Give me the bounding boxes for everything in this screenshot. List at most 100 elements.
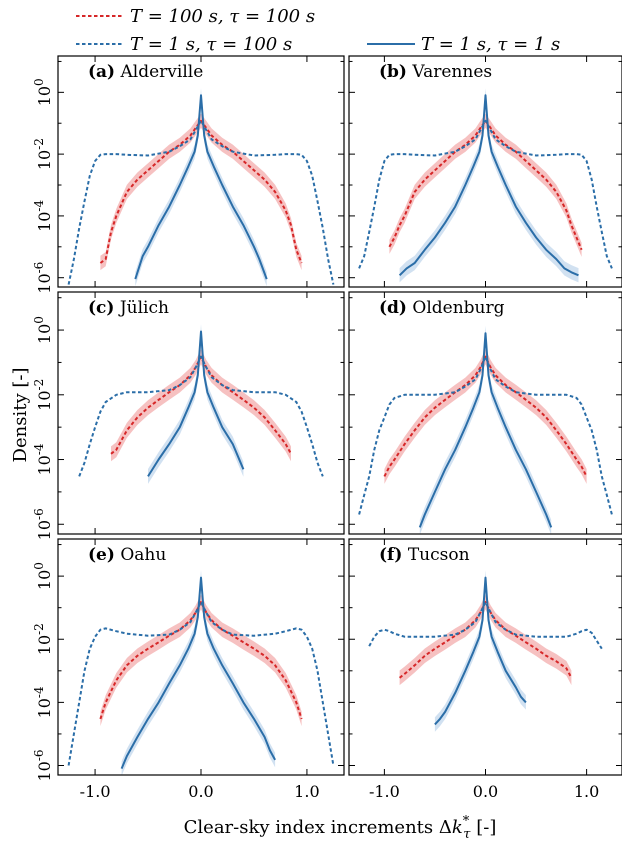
- panel-tag: (a): [88, 62, 115, 82]
- legend: T = 100 s, τ = 100 s T = 1 s, τ = 100 s T …: [76, 6, 560, 55]
- x-tick-label: 0.0: [188, 782, 213, 801]
- y-tick-base: 10: [35, 570, 54, 590]
- series-line-red-dash: [99, 601, 303, 720]
- series-line-blue-dash: [358, 355, 613, 515]
- y-tick-label: 10-2: [32, 138, 54, 170]
- y-tick-label: 10-4: [32, 686, 54, 718]
- series-line-blue-solid: [120, 576, 276, 769]
- plot-area: [358, 88, 613, 283]
- panel-name: Varennes: [411, 62, 492, 82]
- y-tick-exponent: -2: [32, 138, 46, 150]
- panel-oldenburg: (d) Oldenburg: [348, 291, 622, 535]
- legend-label: T = 1 s, τ = 100 s: [130, 34, 292, 55]
- panel-name: Alderville: [120, 62, 204, 82]
- series-line-red-dash: [383, 355, 588, 477]
- panel-name: Oldenburg: [412, 298, 504, 318]
- panel-tag: (e): [88, 545, 115, 565]
- panel-tag: (d): [379, 298, 407, 318]
- y-tick-base: 10: [35, 150, 54, 170]
- series-line-red-dash: [99, 119, 303, 264]
- y-tick-base: 10: [35, 455, 54, 475]
- panel-tucson: -1.0 0.0 1.0 (f) Tucson: [348, 538, 622, 801]
- y-tick-base: 10: [35, 520, 54, 540]
- series-line-blue-solid: [418, 332, 553, 528]
- y-tick-label: 10-4: [32, 443, 54, 475]
- uncertainty-band: [384, 349, 587, 484]
- series-line-blue-solid: [147, 330, 245, 477]
- x-tick-label: 1.0: [294, 782, 319, 801]
- y-tick-exponent: 0: [32, 78, 46, 86]
- y-tick-base: 10: [35, 635, 54, 655]
- y-tick-label: 10-6: [32, 508, 54, 540]
- panel-name: Tucson: [408, 545, 470, 565]
- y-tick-base: 10: [35, 212, 54, 232]
- series-line-blue-dash: [358, 119, 613, 269]
- y-tick-label: 10-2: [32, 623, 54, 655]
- y-tick-exponent: -6: [32, 749, 46, 761]
- uncertainty-band: [389, 113, 582, 257]
- plot-area: [67, 88, 335, 287]
- panel-name: Oahu: [120, 545, 166, 565]
- y-tick-label: 10-6: [32, 262, 54, 294]
- series-line-blue-dash: [67, 601, 335, 766]
- plot-area: [78, 324, 324, 484]
- x-tick-label: -1.0: [369, 782, 400, 801]
- y-tick-label: 100: [32, 316, 54, 344]
- panel-title: (e) Oahu: [88, 545, 166, 565]
- legend-label: T = 100 s, τ = 100 s: [130, 6, 315, 27]
- series-line-blue-dash: [78, 355, 324, 477]
- y-tick-label: 100: [32, 562, 54, 590]
- plot-area: [368, 570, 603, 732]
- series-line-blue-dash: [368, 601, 603, 650]
- y-tick-exponent: -2: [32, 379, 46, 391]
- x-tick-label: -1.0: [80, 782, 111, 801]
- series-line-blue-solid: [434, 576, 527, 726]
- panel-tag: (f): [379, 545, 402, 565]
- y-tick-exponent: -4: [32, 686, 46, 698]
- series-line-blue-solid: [134, 94, 268, 280]
- uncertainty-band: [148, 324, 244, 484]
- y-tick-label: 10-4: [32, 200, 54, 232]
- panel-tag: (b): [379, 62, 407, 82]
- series-line-blue-solid: [398, 94, 579, 277]
- uncertainty-band: [434, 570, 526, 732]
- series-line-red-dash: [398, 601, 573, 679]
- uncertainty-band: [100, 113, 302, 271]
- y-tick-exponent: -4: [32, 200, 46, 212]
- y-tick-label: 10-6: [32, 749, 54, 781]
- y-tick-label: 10-2: [32, 379, 54, 411]
- panel-varennes: (b) Varennes: [348, 55, 622, 288]
- uncertainty-band: [399, 594, 572, 686]
- legend-label: T = 1 s, τ = 1 s: [421, 34, 560, 55]
- plot-area: [358, 325, 613, 534]
- y-tick-exponent: 0: [32, 316, 46, 324]
- y-tick-label: 100: [32, 78, 54, 106]
- plot-area: [67, 570, 335, 775]
- panel-title: (f) Tucson: [379, 545, 470, 565]
- y-tick-exponent: 0: [32, 562, 46, 570]
- panel-title: (b) Varennes: [379, 62, 492, 82]
- uncertainty-band: [100, 594, 302, 727]
- series-line-red-dash: [110, 355, 292, 455]
- series-line-blue-dash: [67, 119, 335, 285]
- x-tick-label: 1.0: [574, 782, 599, 801]
- panel-title: (a) Alderville: [88, 62, 203, 82]
- y-tick-base: 10: [35, 698, 54, 718]
- y-tick-base: 10: [35, 390, 54, 410]
- y-tick-base: 10: [35, 86, 54, 106]
- panel-name: Jülich: [118, 298, 169, 318]
- series-line-red-dash: [388, 119, 583, 251]
- x-tick-label: 0.0: [473, 782, 498, 801]
- y-tick-base: 10: [35, 761, 54, 781]
- panel-title: (c) Jülich: [88, 298, 169, 318]
- y-tick-base: 10: [35, 324, 54, 344]
- uncertainty-band: [111, 349, 291, 462]
- panel-tag: (c): [88, 298, 114, 318]
- panel-title: (d) Oldenburg: [379, 298, 505, 318]
- y-axis-title: Density [-]: [10, 368, 31, 463]
- y-tick-exponent: -2: [32, 623, 46, 635]
